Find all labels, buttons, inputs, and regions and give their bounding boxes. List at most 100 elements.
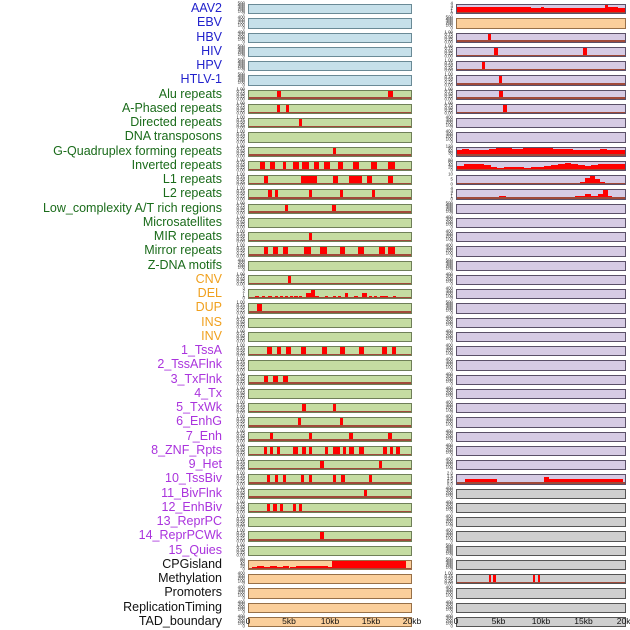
y-tick-label: 0 xyxy=(450,210,453,216)
y-tick-label: 0.00 xyxy=(236,153,245,159)
track-right-dup[interactable] xyxy=(456,303,626,314)
track-right-promoters[interactable] xyxy=(456,588,626,599)
track-left-alu-repeats[interactable] xyxy=(248,89,412,100)
track-right-3-txflnk[interactable] xyxy=(456,374,626,385)
track-left-inv[interactable] xyxy=(248,331,412,342)
track-right-microsatellites[interactable] xyxy=(456,217,626,228)
y-axis-left-30: 1.00 0.75 0.50 0.25 0.00 xyxy=(222,429,246,443)
track-left-cnv[interactable] xyxy=(248,274,412,285)
track-left-15-quies[interactable] xyxy=(248,545,412,556)
track-left-cpgisland[interactable] xyxy=(248,559,412,570)
track-right-13-reprpc[interactable] xyxy=(456,517,626,528)
track-left-htlv-1[interactable] xyxy=(248,75,412,86)
track-left-10-tssbiv[interactable] xyxy=(248,474,412,485)
track-left-promoters[interactable] xyxy=(248,588,412,599)
track-right-tad-boundary[interactable] xyxy=(456,616,626,627)
y-tick-label: 0 xyxy=(450,224,453,230)
track-left-mir-repeats[interactable] xyxy=(248,232,412,243)
track-right-hiv[interactable] xyxy=(456,46,626,57)
track-right-l1-repeats[interactable] xyxy=(456,175,626,186)
track-right-l2-repeats[interactable] xyxy=(456,189,626,200)
data-bar xyxy=(562,149,573,156)
track-left-7-enh[interactable] xyxy=(248,431,412,442)
track-left-dup[interactable] xyxy=(248,303,412,314)
track-right-mir-repeats[interactable] xyxy=(456,232,626,243)
track-left-hpv[interactable] xyxy=(248,61,412,72)
track-left-6-enhg[interactable] xyxy=(248,417,412,428)
track-right-14-reprpcwk[interactable] xyxy=(456,531,626,542)
track-right-inv[interactable] xyxy=(456,331,626,342)
track-right-htlv-1[interactable] xyxy=(456,75,626,86)
track-right-low-complexity-a-t-rich-regions[interactable] xyxy=(456,203,626,214)
y-tick-label: 0.75 xyxy=(236,388,245,394)
track-right-5-txwk[interactable] xyxy=(456,403,626,414)
track-left-ins[interactable] xyxy=(248,317,412,328)
track-left-methylation[interactable] xyxy=(248,574,412,585)
track-left-replicationtiming[interactable] xyxy=(248,602,412,613)
track-left-aav2[interactable] xyxy=(248,4,412,15)
track-right-9-het[interactable] xyxy=(456,460,626,471)
track-left-5-txwk[interactable] xyxy=(248,403,412,414)
track-right-2-tssaflnk[interactable] xyxy=(456,360,626,371)
track-right-11-bivflnk[interactable] xyxy=(456,488,626,499)
track-left-ebv[interactable] xyxy=(248,18,412,29)
track-right-ins[interactable] xyxy=(456,317,626,328)
track-right-methylation[interactable] xyxy=(456,574,626,585)
track-right-replicationtiming[interactable] xyxy=(456,602,626,613)
track-right-alu-repeats[interactable] xyxy=(456,89,626,100)
track-right-6-enhg[interactable] xyxy=(456,417,626,428)
track-left-mirror-repeats[interactable] xyxy=(248,246,412,257)
track-right-a-phased-repeats[interactable] xyxy=(456,103,626,114)
y-tick-label: 0.75 xyxy=(444,88,453,94)
track-right-mirror-repeats[interactable] xyxy=(456,246,626,257)
track-left-12-enhbiv[interactable] xyxy=(248,502,412,513)
track-right-g-quadruplex-forming-repeats[interactable] xyxy=(456,146,626,157)
track-left-microsatellites[interactable] xyxy=(248,217,412,228)
track-right-cpgisland[interactable] xyxy=(456,559,626,570)
track-right-12-enhbiv[interactable] xyxy=(456,502,626,513)
track-right-1-tssa[interactable] xyxy=(456,346,626,357)
track-left-13-reprpc[interactable] xyxy=(248,517,412,528)
track-right-hpv[interactable] xyxy=(456,61,626,72)
y-tick-label: 0.75 xyxy=(236,188,245,194)
track-left-l2-repeats[interactable] xyxy=(248,189,412,200)
track-left-z-dna-motifs[interactable] xyxy=(248,260,412,271)
track-label-tad-boundary: TAD_boundary xyxy=(138,613,222,628)
y-tick-label: 0.75 xyxy=(236,274,245,280)
track-left-9-het[interactable] xyxy=(248,460,412,471)
track-right-8-znf-rpts[interactable] xyxy=(456,445,626,456)
track-right-7-enh[interactable] xyxy=(456,431,626,442)
track-left-11-bivflnk[interactable] xyxy=(248,488,412,499)
track-left-1-tssa[interactable] xyxy=(248,346,412,357)
track-left-2-tssaflnk[interactable] xyxy=(248,360,412,371)
track-left-3-txflnk[interactable] xyxy=(248,374,412,385)
track-right-z-dna-motifs[interactable] xyxy=(456,260,626,271)
track-right-inverted-repeats[interactable] xyxy=(456,160,626,171)
track-right-hbv[interactable] xyxy=(456,32,626,43)
track-left-dna-transposons[interactable] xyxy=(248,132,412,143)
track-right-aav2[interactable] xyxy=(456,4,626,15)
track-left-a-phased-repeats[interactable] xyxy=(248,103,412,114)
track-left-tad-boundary[interactable] xyxy=(248,616,412,627)
track-right-dna-transposons[interactable] xyxy=(456,132,626,143)
track-left-l1-repeats[interactable] xyxy=(248,175,412,186)
track-left-directed-repeats[interactable] xyxy=(248,118,412,129)
y-tick-label: 300 xyxy=(237,573,245,579)
track-right-15-quies[interactable] xyxy=(456,545,626,556)
track-right-10-tssbiv[interactable] xyxy=(456,474,626,485)
track-right-cnv[interactable] xyxy=(456,274,626,285)
track-right-del[interactable] xyxy=(456,289,626,300)
track-left-14-reprpcwk[interactable] xyxy=(248,531,412,542)
track-left-g-quadruplex-forming-repeats[interactable] xyxy=(248,146,412,157)
track-right-ebv[interactable] xyxy=(456,18,626,29)
track-left-hiv[interactable] xyxy=(248,46,412,57)
track-left-8-znf-rpts[interactable] xyxy=(248,445,412,456)
track-right-directed-repeats[interactable] xyxy=(456,118,626,129)
y-tick-label: 200 xyxy=(237,78,245,84)
track-left-del[interactable] xyxy=(248,289,412,300)
track-left-low-complexity-a-t-rich-regions[interactable] xyxy=(248,203,412,214)
track-left-4-tx[interactable] xyxy=(248,388,412,399)
track-left-hbv[interactable] xyxy=(248,32,412,43)
track-right-4-tx[interactable] xyxy=(456,388,626,399)
track-left-inverted-repeats[interactable] xyxy=(248,160,412,171)
